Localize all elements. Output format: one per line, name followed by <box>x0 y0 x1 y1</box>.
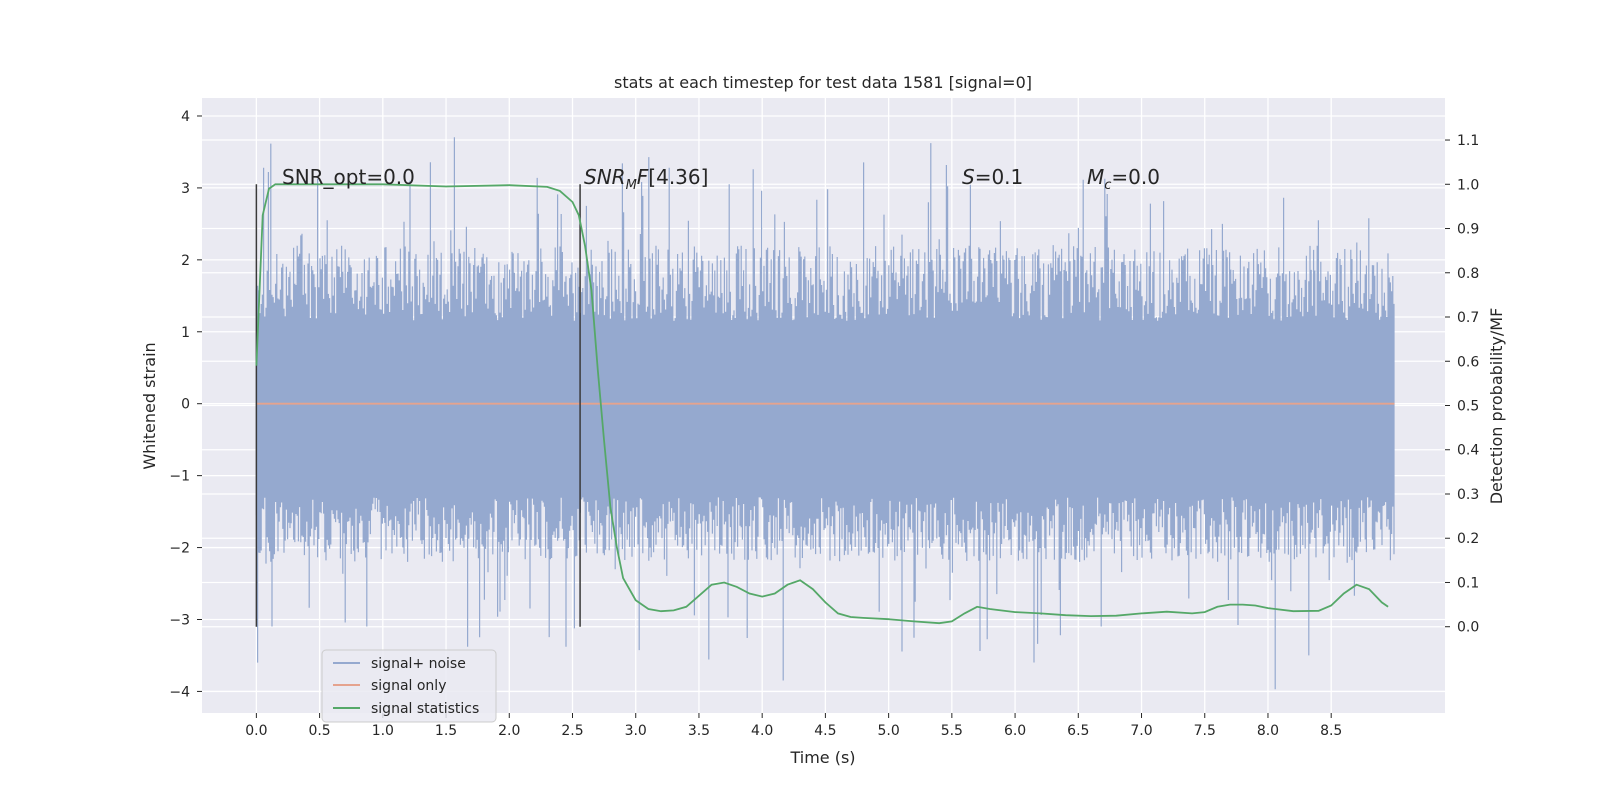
annotation-snr-mf: SNRMF[4.36] <box>584 165 708 193</box>
vertical-markers <box>255 184 581 627</box>
y-tick-label-0: 4 <box>181 109 190 125</box>
x-axis-label: Time (s) <box>789 748 855 767</box>
legend-label-signal-statistics: signal statistics <box>371 701 479 717</box>
annotation-mc: Mc=0.0 <box>1087 165 1160 193</box>
legend-label-signal-plus-noise: signal+ noise <box>371 656 466 672</box>
x-axis-ticks: 0.0 0.5 1.0 1.5 2.0 2.5 3.0 3.5 4.0 4.5 5.0 5.5 6.0 6… <box>245 713 1342 739</box>
y2-tick-label-10: 0.1 <box>1457 575 1479 591</box>
y-tick-label-5: −1 <box>169 469 190 485</box>
y-tick-label-7: −3 <box>169 612 190 628</box>
x-tick-label-7: 3.5 <box>688 723 710 739</box>
x-tick-label-1: 0.5 <box>308 723 330 739</box>
y2-tick-label-0: 1.1 <box>1457 133 1479 149</box>
annotation-snr-opt: SNR_opt=0.0 <box>282 165 415 189</box>
y2-axis-label: Detection probability/MF <box>1487 308 1506 505</box>
x-tick-label-13: 6.5 <box>1067 723 1089 739</box>
x-tick-label-4: 2.0 <box>498 723 520 739</box>
annotation-snr-mf-value: [4.36] <box>648 165 708 189</box>
signal-statistics-line <box>255 183 1389 625</box>
legend: signal+ noise signal only signal statist… <box>321 649 497 723</box>
y2-tick-label-3: 0.8 <box>1457 266 1479 282</box>
y2-tick-label-9: 0.2 <box>1457 531 1479 547</box>
y-tick-label-4: 0 <box>181 397 190 413</box>
x-tick-label-10: 5.0 <box>877 723 899 739</box>
x-tick-label-16: 8.0 <box>1257 723 1279 739</box>
y2-tick-label-8: 0.3 <box>1457 487 1479 503</box>
y-axis-label: Whitened strain <box>140 342 159 469</box>
y2-tick-label-1: 1.0 <box>1457 177 1479 193</box>
y2-tick-label-11: 0.0 <box>1457 620 1479 636</box>
y-tick-label-2: 2 <box>181 253 190 269</box>
annotation-s: S=0.1 <box>962 165 1023 189</box>
x-tick-label-3: 1.5 <box>435 723 457 739</box>
x-tick-label-8: 4.0 <box>751 723 773 739</box>
y2-tick-label-2: 0.9 <box>1457 222 1479 238</box>
y-tick-label-1: 3 <box>181 181 190 197</box>
y-tick-label-8: −4 <box>169 684 190 700</box>
legend-label-signal-only: signal only <box>371 678 446 694</box>
x-tick-label-2: 1.0 <box>372 723 394 739</box>
x-tick-label-9: 4.5 <box>814 723 836 739</box>
series-signal-statistics <box>255 183 1389 625</box>
x-tick-label-15: 7.5 <box>1194 723 1216 739</box>
legend-box <box>321 649 497 723</box>
annotation-mc-value: =0.0 <box>1111 165 1160 189</box>
x-tick-label-14: 7.0 <box>1130 723 1152 739</box>
x-tick-label-12: 6.0 <box>1004 723 1026 739</box>
y2-axis-ticks: 1.1 1.0 0.9 0.8 0.7 0.6 0.5 0.4 0.3 0.2 0.1 0.0 <box>1445 133 1479 636</box>
y-tick-label-6: −2 <box>169 541 190 557</box>
y2-tick-label-5: 0.6 <box>1457 354 1479 370</box>
x-tick-label-0: 0.0 <box>245 723 267 739</box>
y2-tick-label-4: 0.7 <box>1457 310 1479 326</box>
annotation-s-value: =0.1 <box>975 165 1024 189</box>
y-tick-label-3: 1 <box>181 325 190 341</box>
x-tick-label-17: 8.5 <box>1320 723 1342 739</box>
x-tick-label-6: 3.0 <box>625 723 647 739</box>
y-axis-ticks: 4 3 2 1 0 −1 −2 −3 −4 <box>169 109 202 700</box>
y2-tick-label-6: 0.5 <box>1457 399 1479 415</box>
x-tick-label-5: 2.5 <box>561 723 583 739</box>
chart-title: stats at each timestep for test data 158… <box>614 73 1032 92</box>
x-tick-label-11: 5.5 <box>941 723 963 739</box>
y2-tick-label-7: 0.4 <box>1457 443 1479 459</box>
